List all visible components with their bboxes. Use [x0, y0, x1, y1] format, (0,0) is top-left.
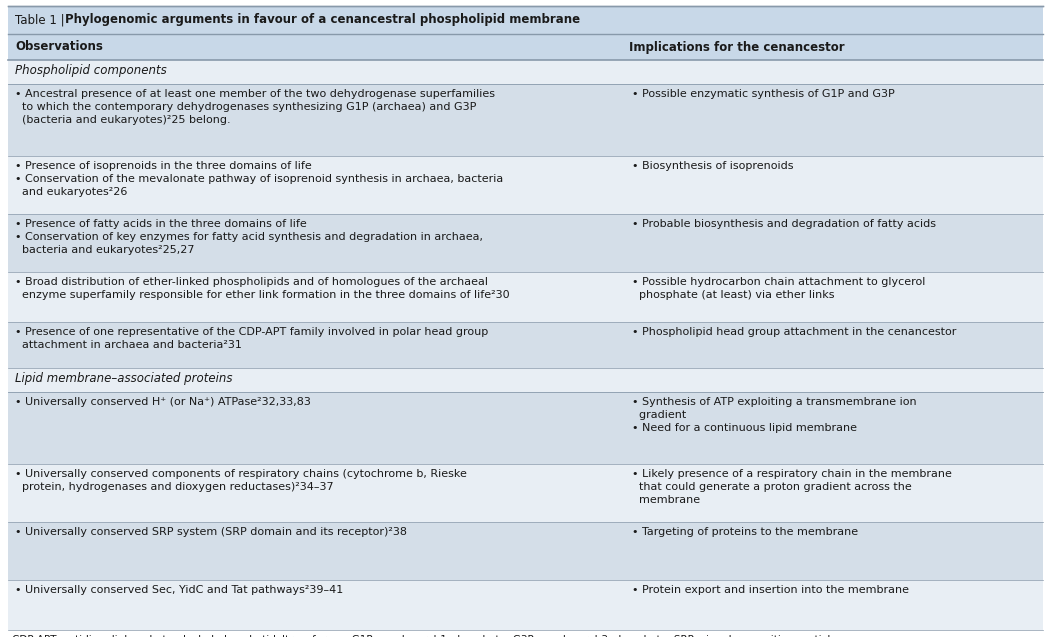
Bar — [8, 322, 1043, 368]
Text: CDP-APT, cytidine diphosphate-alcohol phosphatidyltransferase; G1P, sn-glycerol-: CDP-APT, cytidine diphosphate-alcohol ph… — [12, 635, 841, 637]
Bar — [8, 464, 1043, 522]
Text: • Universally conserved H⁺ (or Na⁺) ATPase²32,33,83: • Universally conserved H⁺ (or Na⁺) ATPa… — [15, 397, 311, 407]
Text: • Biosynthesis of isoprenoids: • Biosynthesis of isoprenoids — [632, 161, 794, 171]
Text: • Synthesis of ATP exploiting a transmembrane ion
  gradient
• Need for a contin: • Synthesis of ATP exploiting a transmem… — [632, 397, 916, 433]
Text: • Universally conserved Sec, YidC and Tat pathways²39–41: • Universally conserved Sec, YidC and Ta… — [15, 585, 344, 595]
Bar — [8, 6, 1043, 34]
Text: • Presence of fatty acids in the three domains of life
• Conservation of key enz: • Presence of fatty acids in the three d… — [15, 219, 483, 255]
Text: • Phospholipid head group attachment in the cenancestor: • Phospholipid head group attachment in … — [632, 327, 956, 337]
Text: Phospholipid components: Phospholipid components — [15, 64, 167, 77]
Bar — [8, 522, 1043, 580]
Bar — [8, 84, 1043, 156]
Text: • Universally conserved components of respiratory chains (cytochrome b, Rieske
 : • Universally conserved components of re… — [15, 469, 467, 492]
Bar — [8, 60, 1043, 84]
Bar — [8, 156, 1043, 214]
Text: • Universally conserved SRP system (SRP domain and its receptor)²38: • Universally conserved SRP system (SRP … — [15, 527, 407, 537]
Text: • Ancestral presence of at least one member of the two dehydrogenase superfamili: • Ancestral presence of at least one mem… — [15, 89, 495, 125]
Text: Observations: Observations — [15, 41, 103, 54]
Text: • Possible enzymatic synthesis of G1P and G3P: • Possible enzymatic synthesis of G1P an… — [632, 89, 894, 99]
Bar — [8, 34, 1043, 60]
Bar — [8, 272, 1043, 322]
Text: • Protein export and insertion into the membrane: • Protein export and insertion into the … — [632, 585, 909, 595]
Text: • Presence of isoprenoids in the three domains of life
• Conservation of the mev: • Presence of isoprenoids in the three d… — [15, 161, 503, 197]
Text: Phylogenomic arguments in favour of a cenancestral phospholipid membrane: Phylogenomic arguments in favour of a ce… — [65, 13, 580, 27]
Text: • Likely presence of a respiratory chain in the membrane
  that could generate a: • Likely presence of a respiratory chain… — [632, 469, 951, 505]
Text: • Broad distribution of ether-linked phospholipids and of homologues of the arch: • Broad distribution of ether-linked pho… — [15, 277, 510, 300]
Text: Implications for the cenancestor: Implications for the cenancestor — [628, 41, 844, 54]
Bar — [8, 580, 1043, 630]
Text: Table 1 |: Table 1 | — [15, 13, 68, 27]
Text: • Probable biosynthesis and degradation of fatty acids: • Probable biosynthesis and degradation … — [632, 219, 935, 229]
Bar — [8, 368, 1043, 392]
Text: • Targeting of proteins to the membrane: • Targeting of proteins to the membrane — [632, 527, 858, 537]
Text: Lipid membrane–associated proteins: Lipid membrane–associated proteins — [15, 372, 232, 385]
Bar — [8, 214, 1043, 272]
Text: • Possible hydrocarbon chain attachment to glycerol
  phosphate (at least) via e: • Possible hydrocarbon chain attachment … — [632, 277, 925, 300]
Bar — [8, 392, 1043, 464]
Text: • Presence of one representative of the CDP-APT family involved in polar head gr: • Presence of one representative of the … — [15, 327, 489, 350]
